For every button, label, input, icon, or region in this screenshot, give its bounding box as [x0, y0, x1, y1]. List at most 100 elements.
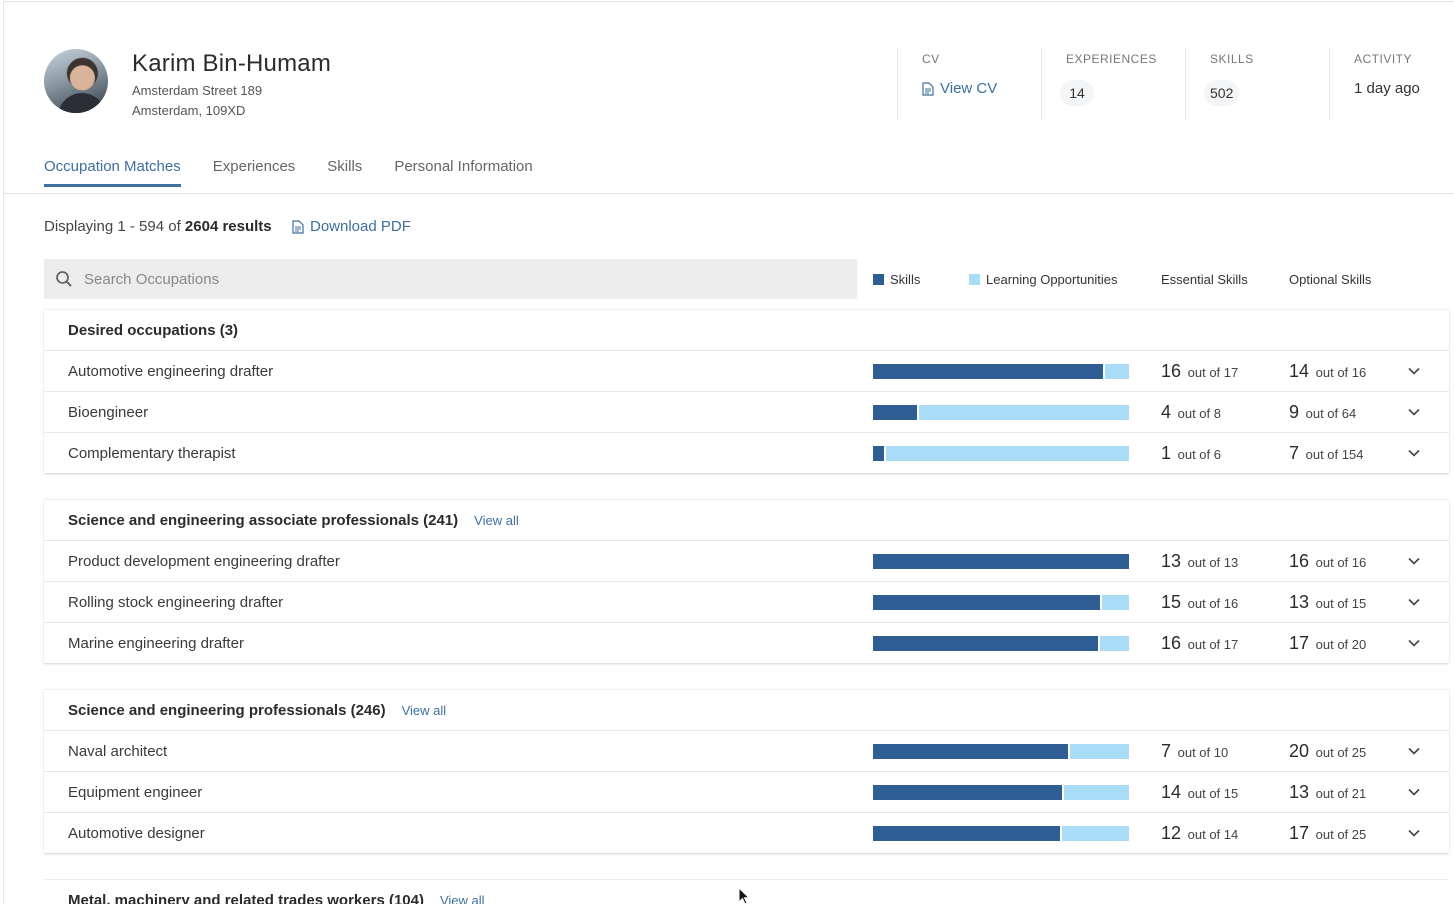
essential-skills-matched: 4 — [1161, 402, 1172, 422]
occupation-row[interactable]: Rolling stock engineering drafter 15 out … — [44, 581, 1449, 622]
group-header: Metal, machinery and related trades work… — [44, 880, 1449, 904]
address-line-2: Amsterdam, 109XD — [132, 103, 246, 118]
occupation-row[interactable]: Product development engineering drafter 1… — [44, 540, 1449, 581]
occupation-group: Desired occupations (3) Automotive engine… — [44, 309, 1449, 473]
download-pdf-button[interactable]: Download PDF — [292, 218, 411, 235]
tab-personal-information[interactable]: Personal Information — [394, 158, 533, 175]
column-optional-skills: Optional Skills — [1289, 272, 1372, 287]
occupation-title: Equipment engineer — [68, 784, 203, 801]
optional-skills-count: 7 out of 154 — [1289, 443, 1363, 464]
stat-activity: ACTIVITY 1 day ago — [1329, 48, 1454, 120]
group-header: Desired occupations (3) — [44, 310, 1449, 350]
tab-skills[interactable]: Skills — [327, 158, 363, 175]
activity-value: 1 day ago — [1354, 80, 1420, 97]
out-of-label: out of — [1312, 827, 1349, 842]
occupation-row[interactable]: Equipment engineer 14 out of 15 13 out of … — [44, 771, 1449, 812]
optional-skills-total: 25 — [1351, 827, 1367, 842]
skill-match-bar — [873, 636, 1129, 651]
occupation-group: Science and engineering professionals (2… — [44, 689, 1449, 853]
occupation-title: Marine engineering drafter — [68, 635, 244, 652]
occupation-title: Automotive designer — [68, 825, 205, 842]
stat-experiences-label: EXPERIENCES — [1066, 52, 1157, 66]
out-of-label: out of — [1312, 745, 1349, 760]
chevron-down-icon[interactable] — [1407, 364, 1421, 378]
group-title: Science and engineering associate profes… — [68, 511, 459, 529]
occupation-group: Science and engineering associate profes… — [44, 499, 1449, 663]
essential-skills-matched: 14 — [1161, 782, 1182, 802]
essential-skills-count: 12 out of 14 — [1161, 823, 1238, 844]
occupation-row[interactable]: Complementary therapist 1 out of 6 7 out o… — [44, 432, 1449, 473]
search-box — [44, 259, 857, 299]
chevron-down-icon[interactable] — [1407, 826, 1421, 840]
column-essential-skills: Essential Skills — [1161, 272, 1248, 287]
stat-cv-label: CV — [922, 52, 940, 66]
skill-match-bar — [873, 595, 1129, 610]
optional-skills-matched: 9 — [1289, 402, 1300, 422]
essential-skills-matched: 13 — [1161, 551, 1182, 571]
essential-skills-matched: 15 — [1161, 592, 1182, 612]
occupation-title: Naval architect — [68, 743, 168, 760]
out-of-label: out of — [1184, 637, 1221, 652]
stat-skills-label: SKILLS — [1210, 52, 1254, 66]
tab-occupation-matches[interactable]: Occupation Matches — [44, 158, 181, 187]
view-all-link[interactable]: View all — [474, 512, 519, 528]
occupation-title: Automotive engineering drafter — [68, 363, 274, 380]
optional-skills-matched: 14 — [1289, 361, 1310, 381]
optional-skills-total: 154 — [1341, 447, 1364, 462]
skill-match-bar — [873, 826, 1129, 841]
chevron-down-icon[interactable] — [1407, 595, 1421, 609]
occupation-title: Product development engineering drafter — [68, 553, 340, 570]
legend-skills: Skills — [873, 272, 920, 287]
chevron-down-icon[interactable] — [1407, 785, 1421, 799]
essential-skills-total: 8 — [1213, 406, 1222, 421]
chevron-down-icon[interactable] — [1407, 446, 1421, 460]
essential-skills-matched: 16 — [1161, 633, 1182, 653]
occupation-row[interactable]: Naval architect 7 out of 10 20 out of 25 — [44, 730, 1449, 771]
essential-skills-matched: 1 — [1161, 443, 1172, 463]
skill-match-fill — [873, 554, 1129, 569]
view-all-link[interactable]: View all — [401, 702, 447, 718]
legend-skills-label: Skills — [890, 272, 921, 287]
occupation-row[interactable]: Automotive designer 12 out of 14 17 out of… — [44, 812, 1449, 853]
optional-skills-count: 17 out of 20 — [1289, 633, 1366, 654]
essential-skills-total: 6 — [1213, 447, 1222, 462]
essential-skills-matched: 12 — [1161, 823, 1182, 843]
essential-skills-count: 4 out of 8 — [1161, 402, 1221, 423]
skill-match-bar — [873, 446, 1129, 461]
essential-skills-count: 7 out of 10 — [1161, 741, 1228, 762]
essential-skills-matched: 16 — [1161, 361, 1182, 381]
legend-learning: Learning Opportunities — [969, 272, 1118, 287]
optional-skills-total: 21 — [1351, 786, 1367, 801]
page-frame — [3, 1, 1454, 904]
optional-skills-count: 16 out of 16 — [1289, 551, 1366, 572]
view-cv-link[interactable]: View CV — [922, 80, 997, 97]
tab-experiences[interactable]: Experiences — [212, 158, 296, 175]
chevron-down-icon[interactable] — [1407, 744, 1421, 758]
optional-skills-count: 17 out of 25 — [1289, 823, 1366, 844]
out-of-label: out of — [1184, 827, 1221, 842]
optional-skills-matched: 20 — [1289, 741, 1310, 761]
skill-match-bar — [873, 364, 1129, 379]
chevron-down-icon[interactable] — [1407, 405, 1421, 419]
search-input[interactable] — [84, 270, 844, 288]
essential-skills-total: 15 — [1223, 786, 1239, 801]
out-of-label: out of — [1184, 555, 1221, 570]
essential-skills-count: 15 out of 16 — [1161, 592, 1238, 613]
experiences-count: 14 — [1060, 80, 1094, 106]
occupation-row[interactable]: Marine engineering drafter 16 out of 17 17… — [44, 622, 1449, 663]
skills-count: 502 — [1204, 80, 1240, 106]
document-icon — [922, 81, 934, 96]
chevron-down-icon[interactable] — [1407, 554, 1421, 568]
occupation-row[interactable]: Automotive engineering drafter 16 out of … — [44, 350, 1449, 391]
essential-skills-total: 17 — [1223, 365, 1239, 380]
optional-skills-matched: 16 — [1289, 551, 1310, 571]
occupation-row[interactable]: Bioengineer 4 out of 8 9 out of 64 — [44, 391, 1449, 432]
tab-bar: Occupation Matches Experiences Skills Pe… — [44, 158, 533, 187]
view-all-link[interactable]: View all — [439, 892, 485, 904]
out-of-label: out of — [1184, 596, 1221, 611]
essential-skills-count: 13 out of 13 — [1161, 551, 1238, 572]
mouse-cursor-icon — [738, 887, 750, 904]
chevron-down-icon[interactable] — [1407, 636, 1421, 650]
skill-match-bar — [873, 554, 1129, 569]
skill-match-bar — [873, 744, 1129, 759]
